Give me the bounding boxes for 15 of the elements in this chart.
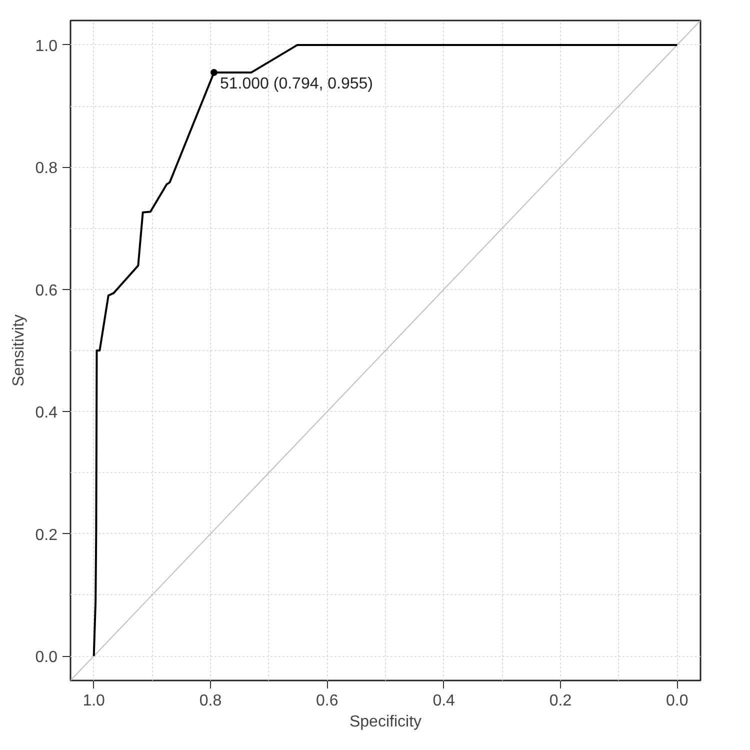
y-axis-title: Sensitivity [10,314,28,387]
x-axis-title: Specificity [349,714,422,730]
y-tick-label: 0.4 [35,404,58,422]
y-tick-label: 0.0 [35,649,58,666]
annotation: 51.000 (0.794, 0.955) [220,75,374,92]
x-tick-label: 0.8 [199,692,222,710]
x-tick-label: 0.2 [549,692,572,710]
x-tick-label: 0.6 [316,692,338,710]
y-tick-label: 0.8 [35,160,58,178]
x-tick-label: 0.0 [666,692,688,710]
y-tick-label: 1.0 [35,38,58,55]
x-tick-label: 0.4 [432,692,456,710]
y-tick-label: 0.6 [35,282,58,300]
x-tick-label: 1.0 [82,692,106,710]
y-tick-label: 0.2 [35,526,58,544]
